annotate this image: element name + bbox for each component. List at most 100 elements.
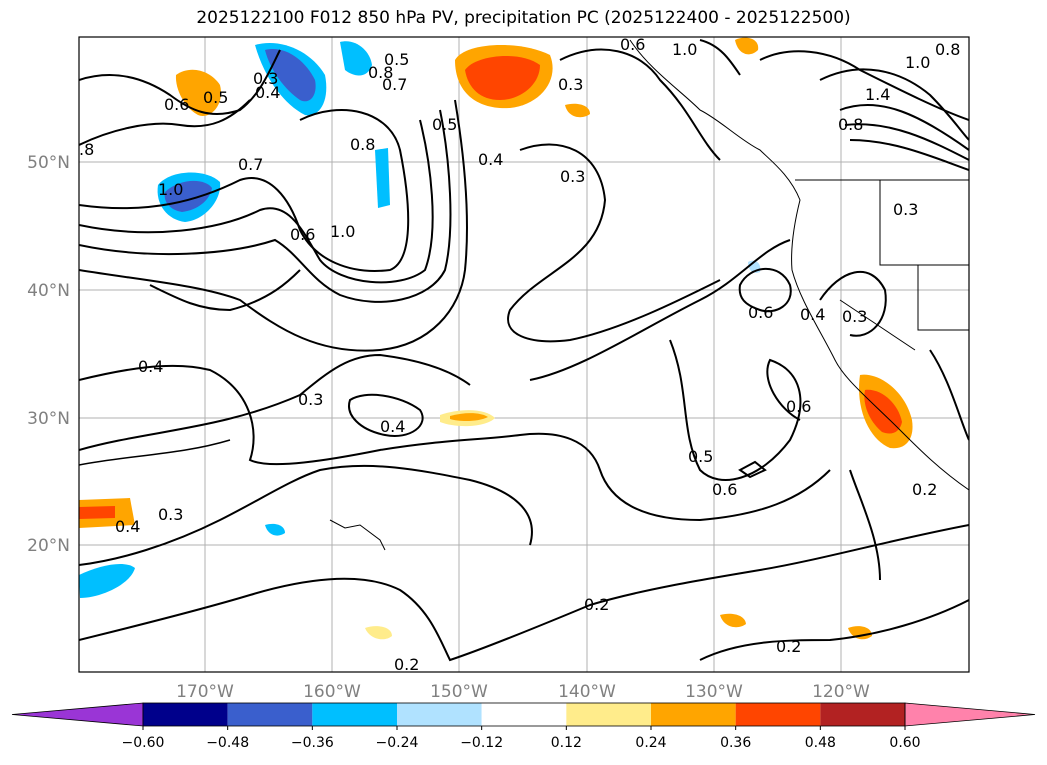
colorbar-segment [227, 703, 313, 726]
contour-label: 0.6 [164, 95, 189, 114]
precip-positive-region [175, 69, 221, 116]
hawaii-islands [329, 519, 386, 551]
pv-contour-line [929, 349, 969, 441]
lat-label: 50°N [27, 153, 70, 173]
pv-contour-line [849, 469, 881, 581]
pv-contour-line [559, 48, 721, 161]
pv-contour-line [79, 119, 434, 284]
lon-label: 160°W [303, 682, 361, 702]
contour-label: 0.7 [382, 75, 407, 94]
lon-label: 130°W [685, 682, 743, 702]
contour-label: 0.3 [298, 390, 323, 409]
pv-contour-line [348, 393, 424, 437]
precip-positive-region [720, 613, 746, 628]
contour-label: 0.6 [290, 225, 315, 244]
contour-label: 0.2 [394, 655, 419, 674]
contour-label: 0.2 [584, 595, 609, 614]
longitude-labels: 170°W 160°W 150°W 140°W 130°W 120°W [176, 682, 870, 702]
precip-negative-region [375, 148, 390, 208]
contour-label: 0.2 [776, 637, 801, 656]
contour-label: 0.4 [800, 305, 825, 324]
colorbar-segment [820, 703, 905, 726]
contour-label: 0.4 [380, 417, 405, 436]
pv-contour-line [669, 339, 802, 481]
map-plot-area [79, 37, 969, 672]
lon-label: 170°W [176, 682, 234, 702]
precip-strong-region [79, 506, 115, 519]
lat-label: 40°N [27, 281, 70, 301]
pv-contour-line [507, 143, 721, 343]
pv-contour-line [79, 99, 468, 352]
north-america-coastline [629, 39, 969, 491]
pv-contour-line [149, 269, 301, 312]
colorbar-tick-label: −0.12 [460, 735, 503, 751]
contour-label: 0.4 [138, 357, 163, 376]
pv-contour-line [839, 103, 969, 151]
pv-contour-line [849, 139, 969, 171]
colorbar-tick-label: 0.12 [551, 735, 582, 751]
precip-shading [79, 37, 913, 640]
contour-label: 0.5 [384, 50, 409, 69]
pv-contour-line [79, 49, 281, 115]
colorbar-tick-label: 0.60 [889, 735, 920, 751]
grid-lines [79, 37, 969, 672]
contour-label: 1.0 [330, 222, 355, 241]
pv-contour-line [79, 99, 251, 146]
pv-contour-line [79, 364, 831, 522]
pv-contour-line [738, 460, 767, 479]
colorbar-segment [143, 703, 228, 726]
contour-label: 0.6 [712, 480, 737, 499]
latitude-labels: 50°N 40°N 30°N 20°N [27, 153, 70, 556]
pv-contour-line [79, 524, 969, 662]
lon-label: 140°W [558, 682, 616, 702]
contour-label: 1.0 [672, 40, 697, 59]
map-border [78, 36, 970, 673]
colorbar-extend-low [11, 702, 144, 727]
precip-negative-region [265, 523, 285, 536]
colorbar-tick-label: −0.60 [122, 735, 165, 751]
colorbar-tick-label: 0.36 [720, 735, 751, 751]
contour-label: 0.5 [432, 115, 457, 134]
pv-contour-line [79, 439, 231, 466]
lon-label: 150°W [430, 682, 488, 702]
contour-label: 0.5 [688, 447, 713, 466]
contour-label: 1.0 [905, 53, 930, 72]
lat-label: 20°N [27, 536, 70, 556]
pv-contour-line [738, 267, 792, 313]
contour-label: 0.4 [115, 517, 140, 536]
colorbar-segment [735, 703, 821, 726]
colorbar-segment [312, 703, 397, 726]
coastlines [329, 39, 969, 551]
state-borders [795, 179, 969, 351]
contour-label: 0.3 [158, 505, 183, 524]
map-title: 2025122100 F012 850 hPa PV, precipitatio… [196, 8, 851, 28]
precip-positive-region [365, 626, 392, 640]
contour-label: 0.3 [558, 75, 583, 94]
pv-contour-line [844, 123, 969, 161]
contour-label: 1.0 [158, 180, 183, 199]
contour-label: 0.6 [786, 397, 811, 416]
contour-label: 0.6 [620, 35, 645, 54]
colorbar-extend-high [904, 702, 1036, 727]
contour-label: 0.2 [912, 480, 937, 499]
precip-strong-negative-region [164, 180, 212, 212]
pv-contour-line [699, 599, 969, 661]
contour-label: 1.4 [865, 85, 890, 104]
contour-label: .8 [79, 140, 94, 159]
precip-positive-region [450, 413, 488, 422]
colorbar-border [142, 702, 906, 727]
contour-label: 0.3 [842, 307, 867, 326]
precip-strong-negative-region [265, 49, 316, 102]
pv-contour-line [79, 353, 471, 451]
contour-label: 0.8 [350, 135, 375, 154]
precip-strong-region [465, 55, 540, 100]
colorbar-tick-label: −0.24 [376, 735, 419, 751]
contour-label: 0.3 [253, 69, 278, 88]
contour-label: 0.7 [238, 155, 263, 174]
pv-contour-line [699, 39, 741, 76]
colorbar-segment [481, 703, 567, 726]
colorbar-tick-label: 0.48 [805, 735, 836, 751]
precip-positive-region [565, 103, 590, 118]
contour-labels: 0.6 0.5 0.4 0.3 0.7 1.0 0.7 0.8 1.0 0.6 … [79, 35, 960, 674]
